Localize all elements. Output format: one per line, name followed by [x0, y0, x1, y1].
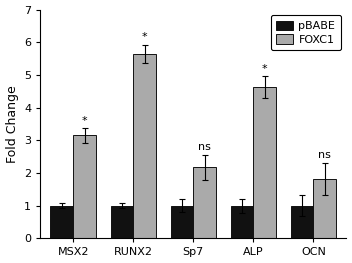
Legend: pBABE, FOXC1: pBABE, FOXC1: [271, 15, 341, 50]
Bar: [253, 87, 276, 239]
Text: ns: ns: [198, 142, 211, 152]
Bar: [133, 54, 156, 239]
Text: *: *: [262, 64, 268, 74]
Bar: [73, 135, 96, 239]
Text: *: *: [82, 116, 88, 126]
Bar: [193, 167, 216, 239]
Text: *: *: [142, 32, 147, 42]
Text: ns: ns: [319, 150, 331, 160]
Y-axis label: Fold Change: Fold Change: [6, 85, 19, 163]
Bar: [111, 206, 133, 239]
Bar: [50, 206, 73, 239]
Bar: [231, 206, 253, 239]
Bar: [170, 206, 193, 239]
Bar: [313, 179, 336, 239]
Bar: [291, 206, 313, 239]
